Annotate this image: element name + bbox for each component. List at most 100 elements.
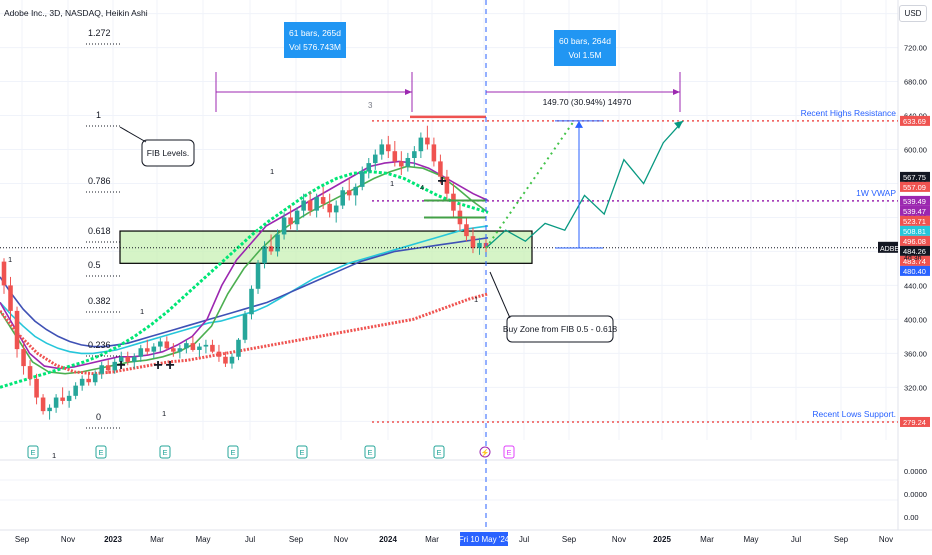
candle-body [236,339,241,357]
candle-body [229,356,235,364]
candle-body [73,385,78,396]
date-range-arrow [673,89,680,95]
candle-body [314,197,319,211]
horizontal-lines: Recent Highs Resistance 1W VWAP Recent Low… [0,0,898,530]
candle-body [66,395,72,401]
candle-body [86,378,91,383]
fib-label-5: 0.382 [88,296,111,306]
candle-body [8,285,13,311]
candle-body [203,344,209,347]
marker-5: 1 [474,295,478,304]
candle-body [14,310,20,350]
earnings-label: E [367,448,372,457]
x-tick-label: Sep [15,535,30,544]
axes: 760.00720.00680.00640.00600.00560.00520.… [15,10,930,546]
projection-dotted [485,120,575,249]
measure-arrow-up [575,120,583,128]
candle-body [112,361,118,371]
candle-body [386,144,391,152]
cross-marker: + [153,357,162,374]
candle-body [392,151,398,162]
y-tick-label: 680.00 [904,78,927,87]
measure-box-1 [554,30,616,66]
symbol-tag-bg [878,241,898,253]
price-label-bg [900,265,930,276]
x-tick-label: Mar [150,535,164,544]
price-label-bg [900,115,930,126]
x-tick-label: May [743,535,758,544]
price-label-bg [900,245,930,256]
x-tick-label: Mar [700,535,714,544]
hline-label-1: 1W VWAP [856,188,896,198]
candle-body [288,217,293,225]
earnings-label: E [30,448,35,457]
price-label-bg [900,195,930,206]
candle-body [151,346,157,352]
price-label: 496.08 [903,237,926,246]
x-tick-label: 2025 [653,535,671,544]
candle-body [158,341,163,347]
countdown: 4d 3h [904,255,922,262]
x-tick-label: Nov [334,535,348,544]
fib-callout-pointer [119,126,147,143]
currency-button[interactable]: USD [899,5,927,22]
candle-body [79,378,85,386]
candle-body [184,343,189,349]
marker-0: 1 [8,255,12,264]
marker-6: 1 [390,179,394,188]
price-label-bg [900,171,930,182]
earnings-badge [95,445,107,459]
buy-zone-rect[interactable] [119,230,533,264]
candles [1,125,489,420]
cross-marker: + [116,357,125,374]
hline-label-2: Recent Lows Support. [812,409,896,419]
fib-label-3: 0.618 [88,226,111,236]
earnings-badge [27,445,39,459]
lightning-icon: ⚡ [481,448,490,457]
price-label-bg [900,255,930,266]
candle-body [99,365,104,374]
candle-body [40,397,46,412]
price-label: 539.47 [903,207,926,216]
buyzone-callout-box [506,315,614,343]
x-tick-label: Nov [61,535,75,544]
candle-body [177,348,183,352]
candle-body [444,176,450,194]
candle-body [210,344,215,352]
annotations: FIB Levels. Buy Zone from FIB 0.5 - 0.618… [8,22,617,460]
candle-body [131,356,137,362]
candle-body [359,171,365,187]
candle-body [105,365,111,371]
earnings-badge [433,445,445,459]
x-tick-label: Nov [612,535,626,544]
price-label: 484.26 [903,247,926,256]
price-label-bg [900,235,930,246]
x-tick-label: 2024 [379,535,397,544]
candle-body [1,261,7,286]
projection-arrowhead [674,120,683,129]
measure-text: 61 bars, 265d [289,28,341,38]
candle-body [164,341,170,349]
candle-body [27,366,33,379]
candle-body [255,263,261,289]
fib-label-4: 0.5 [88,260,101,270]
projection-path [485,120,684,249]
earnings-label: E [162,448,167,457]
x-tick-label: Nov [879,535,893,544]
candle-body [275,234,280,252]
lower-pane-tick: 0.0000 [904,467,927,476]
fib-label-6: 0.236 [88,340,111,350]
x-tick-highlight [460,532,508,546]
earnings-badge [159,445,171,459]
candle-body [268,246,274,252]
x-tick-label: 2023 [104,535,122,544]
marker-2: 1 [140,307,144,316]
candle-body [118,356,124,362]
candle-body [464,224,469,237]
y-tick-label: 440.00 [904,281,927,290]
candle-body [21,349,26,367]
measure-box-0 [284,22,346,58]
y-tick-label: 600.00 [904,145,927,154]
